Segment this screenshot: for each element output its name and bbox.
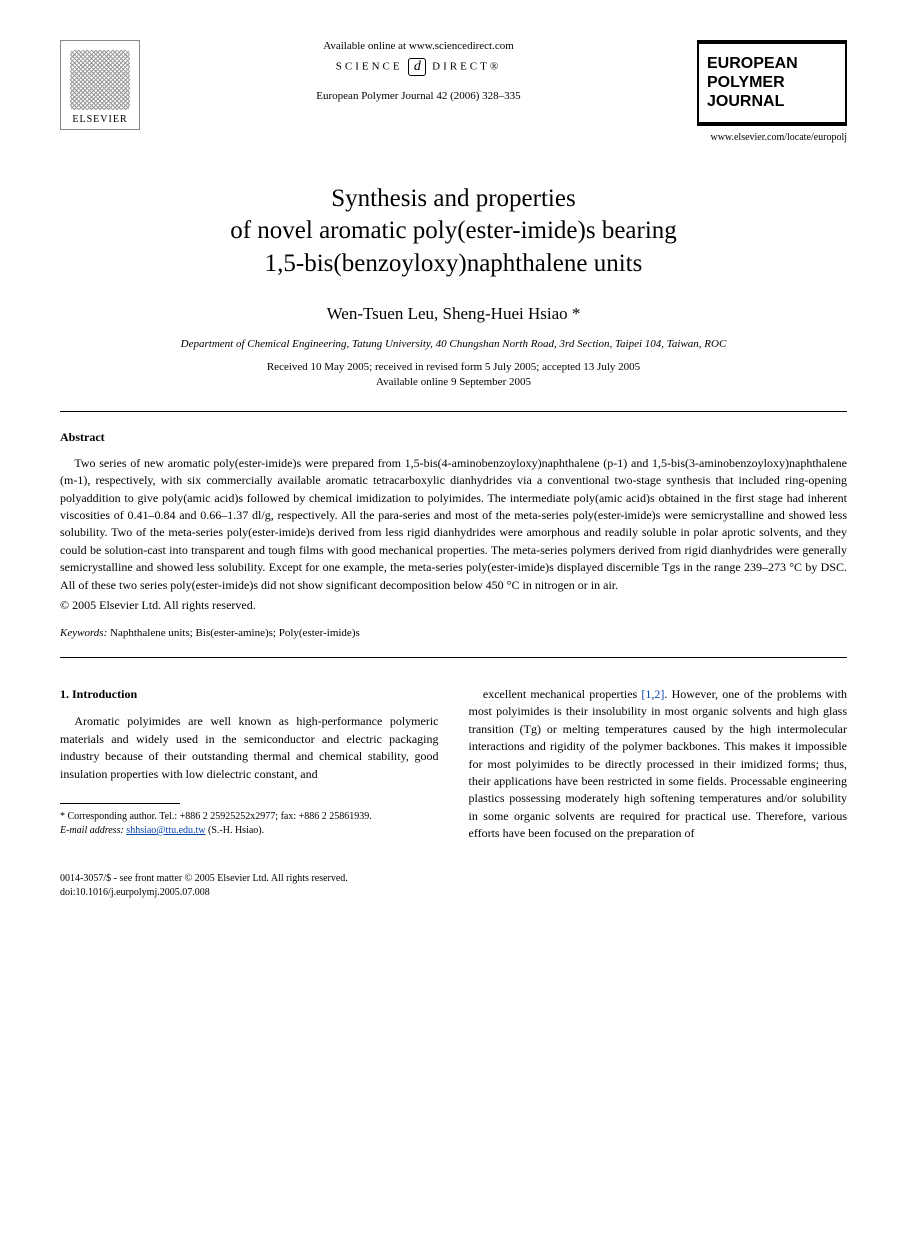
- sciencedirect-right: DIRECT®: [432, 61, 501, 73]
- section-1-heading: 1. Introduction: [60, 686, 439, 703]
- journal-name-l1: EUROPEAN: [707, 54, 837, 73]
- col2-part1: excellent mechanical properties: [483, 687, 642, 701]
- dates-online: Available online 9 September 2005: [376, 376, 531, 388]
- email-label: E-mail address:: [60, 825, 124, 836]
- header-row: ELSEVIER Available online at www.science…: [60, 40, 847, 143]
- journal-reference: European Polymer Journal 42 (2006) 328–3…: [160, 90, 677, 102]
- rule-bottom: [60, 657, 847, 658]
- abstract-copyright: © 2005 Elsevier Ltd. All rights reserved…: [60, 598, 847, 613]
- abstract-heading: Abstract: [60, 430, 847, 445]
- affiliation: Department of Chemical Engineering, Tatu…: [60, 338, 847, 350]
- email-author: (S.-H. Hsiao).: [208, 825, 264, 836]
- available-online-text: Available online at www.sciencedirect.co…: [160, 40, 677, 52]
- paper-title: Synthesis and properties of novel aromat…: [60, 183, 847, 281]
- keywords-label: Keywords:: [60, 627, 107, 639]
- center-header: Available online at www.sciencedirect.co…: [140, 40, 697, 102]
- journal-name-l2: POLYMER: [707, 73, 837, 92]
- sciencedirect-left: SCIENCE: [336, 61, 403, 73]
- title-block: Synthesis and properties of novel aromat…: [60, 183, 847, 391]
- authors: Wen-Tsuen Leu, Sheng-Huei Hsiao *: [60, 304, 847, 324]
- journal-name-l3: JOURNAL: [707, 92, 837, 111]
- column-right: excellent mechanical properties [1,2]. H…: [469, 686, 848, 843]
- dates-received: Received 10 May 2005; received in revise…: [267, 361, 640, 373]
- email-footnote: E-mail address: shhsiao@ttu.edu.tw (S.-H…: [60, 824, 439, 838]
- journal-box-wrapper: EUROPEAN POLYMER JOURNAL www.elsevier.co…: [697, 40, 847, 143]
- abstract-text: Two series of new aromatic poly(ester-im…: [60, 455, 847, 594]
- sciencedirect-logo: SCIENCE d DIRECT®: [160, 58, 677, 76]
- journal-url[interactable]: www.elsevier.com/locate/europolj: [697, 132, 847, 143]
- intro-paragraph-right: excellent mechanical properties [1,2]. H…: [469, 686, 848, 843]
- footer-doi: doi:10.1016/j.eurpolymj.2005.07.008: [60, 886, 847, 900]
- keywords: Keywords: Naphthalene units; Bis(ester-a…: [60, 627, 847, 639]
- dates: Received 10 May 2005; received in revise…: [60, 360, 847, 391]
- corresponding-author-footnote: * Corresponding author. Tel.: +886 2 259…: [60, 810, 439, 824]
- title-line1: Synthesis and properties: [331, 185, 575, 212]
- footer-line1: 0014-3057/$ - see front matter © 2005 El…: [60, 872, 847, 886]
- elsevier-tree-icon: [70, 50, 130, 110]
- title-line2: of novel aromatic poly(ester-imide)s bea…: [230, 217, 677, 244]
- keywords-text: Naphthalene units; Bis(ester-amine)s; Po…: [110, 627, 360, 639]
- title-line3: 1,5-bis(benzoyloxy)naphthalene units: [265, 250, 643, 277]
- journal-box: EUROPEAN POLYMER JOURNAL: [697, 40, 847, 126]
- column-left: 1. Introduction Aromatic polyimides are …: [60, 686, 439, 843]
- body-columns: 1. Introduction Aromatic polyimides are …: [60, 686, 847, 843]
- footer-info: 0014-3057/$ - see front matter © 2005 El…: [60, 872, 847, 900]
- col2-part2: . However, one of the problems with most…: [469, 687, 848, 840]
- intro-paragraph-left: Aromatic polyimides are well known as hi…: [60, 713, 439, 783]
- sciencedirect-at-icon: d: [408, 58, 426, 76]
- elsevier-logo: ELSEVIER: [60, 40, 140, 130]
- publisher-name: ELSEVIER: [72, 114, 127, 125]
- ref-link-1-2[interactable]: [1,2]: [641, 687, 664, 701]
- rule-top: [60, 411, 847, 412]
- footnote-rule: [60, 803, 180, 804]
- email-link[interactable]: shhsiao@ttu.edu.tw: [126, 825, 205, 836]
